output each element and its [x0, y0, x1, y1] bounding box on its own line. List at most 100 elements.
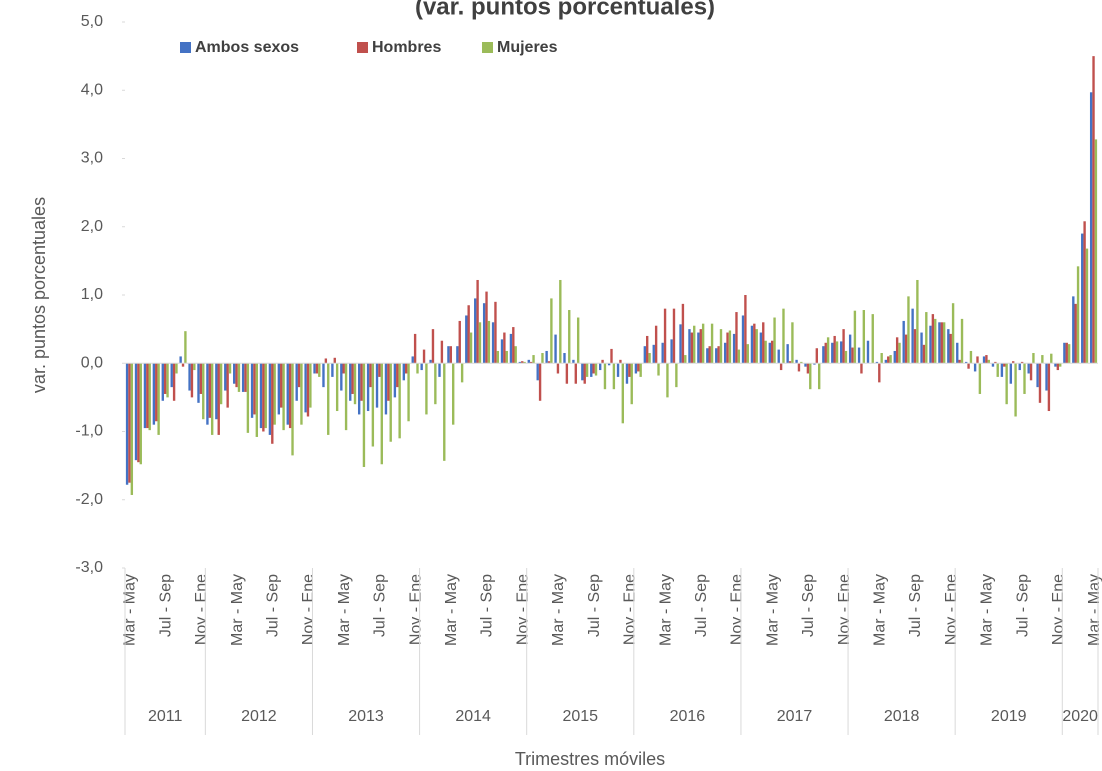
bar — [788, 361, 792, 364]
bar — [585, 363, 589, 377]
bar — [452, 363, 455, 425]
x-tick-label: Jul - Sep — [157, 574, 174, 637]
bar — [422, 349, 426, 364]
bar — [313, 363, 316, 374]
bar — [813, 363, 816, 365]
bar — [1067, 344, 1071, 364]
bar — [161, 363, 164, 401]
bar — [487, 320, 491, 364]
bar — [710, 323, 714, 364]
x-tick-label: Jul - Sep — [1014, 574, 1031, 637]
bar — [887, 356, 890, 364]
y-tick-label: 1,0 — [81, 286, 103, 303]
bar — [628, 363, 631, 377]
bar — [163, 363, 167, 394]
bar — [324, 358, 328, 364]
bar — [262, 363, 265, 432]
bar — [590, 363, 593, 377]
bar — [822, 346, 825, 364]
bar — [663, 308, 667, 364]
bar — [440, 340, 444, 364]
y-tick-label: -3,0 — [75, 559, 103, 576]
bar — [237, 363, 241, 392]
bar — [460, 363, 464, 383]
bar — [286, 363, 289, 425]
bar — [1054, 363, 1057, 367]
bar — [904, 334, 908, 364]
bar — [1092, 56, 1095, 364]
bar — [657, 363, 660, 376]
bar — [170, 363, 173, 388]
bar — [779, 363, 783, 371]
bar — [1045, 363, 1048, 391]
bar — [1041, 355, 1044, 364]
bar — [985, 355, 988, 364]
bar — [871, 314, 874, 364]
bar — [184, 331, 187, 364]
legend-swatch — [482, 42, 493, 53]
bar — [512, 327, 515, 364]
bar — [396, 363, 399, 388]
x-tick-label: Mar - May — [657, 574, 674, 646]
bar — [505, 350, 508, 364]
bar — [991, 363, 995, 367]
bar — [181, 363, 185, 367]
bar — [384, 363, 388, 415]
bar — [860, 363, 863, 374]
bar — [929, 325, 932, 364]
bar — [469, 332, 473, 364]
bar — [130, 363, 134, 495]
bar — [407, 363, 410, 422]
bar — [315, 363, 319, 374]
bar — [818, 363, 821, 390]
bar — [603, 363, 607, 390]
bar — [197, 363, 200, 403]
bar — [366, 363, 370, 412]
x-group-label: 2014 — [455, 708, 491, 725]
bar — [541, 353, 544, 364]
bar — [306, 363, 310, 417]
bar — [179, 356, 182, 364]
bar — [268, 363, 272, 435]
bar — [235, 363, 238, 388]
bar — [773, 317, 776, 364]
bar — [291, 363, 294, 456]
bar — [806, 363, 810, 374]
bar — [759, 332, 763, 364]
bar — [226, 363, 229, 408]
bar — [536, 363, 539, 381]
bar — [420, 363, 423, 371]
bar — [241, 363, 245, 392]
bar — [898, 342, 901, 364]
bar — [554, 334, 557, 364]
x-group-label: 2019 — [991, 708, 1027, 725]
bar — [934, 318, 937, 364]
bar — [1063, 342, 1066, 364]
bar — [529, 361, 533, 364]
bar — [250, 363, 254, 418]
bar — [1081, 233, 1084, 364]
bar — [964, 361, 968, 364]
bar — [387, 363, 390, 401]
bar — [322, 363, 325, 388]
bar — [672, 308, 676, 364]
bar — [1012, 361, 1015, 364]
bar — [333, 357, 336, 364]
bar — [429, 359, 432, 364]
bar — [719, 329, 723, 364]
bar — [255, 363, 259, 437]
bar — [701, 323, 705, 364]
bar — [362, 363, 366, 467]
bar — [969, 350, 973, 364]
legend-label: Hombres — [372, 39, 441, 56]
bar — [273, 363, 276, 425]
bar — [1083, 221, 1086, 364]
bar — [967, 363, 970, 369]
bar — [889, 355, 892, 364]
bar — [907, 296, 910, 364]
x-group-label: 2012 — [241, 708, 277, 725]
legend-swatch — [357, 42, 368, 53]
bar — [476, 279, 479, 364]
bar — [875, 361, 879, 364]
bar — [371, 363, 375, 447]
